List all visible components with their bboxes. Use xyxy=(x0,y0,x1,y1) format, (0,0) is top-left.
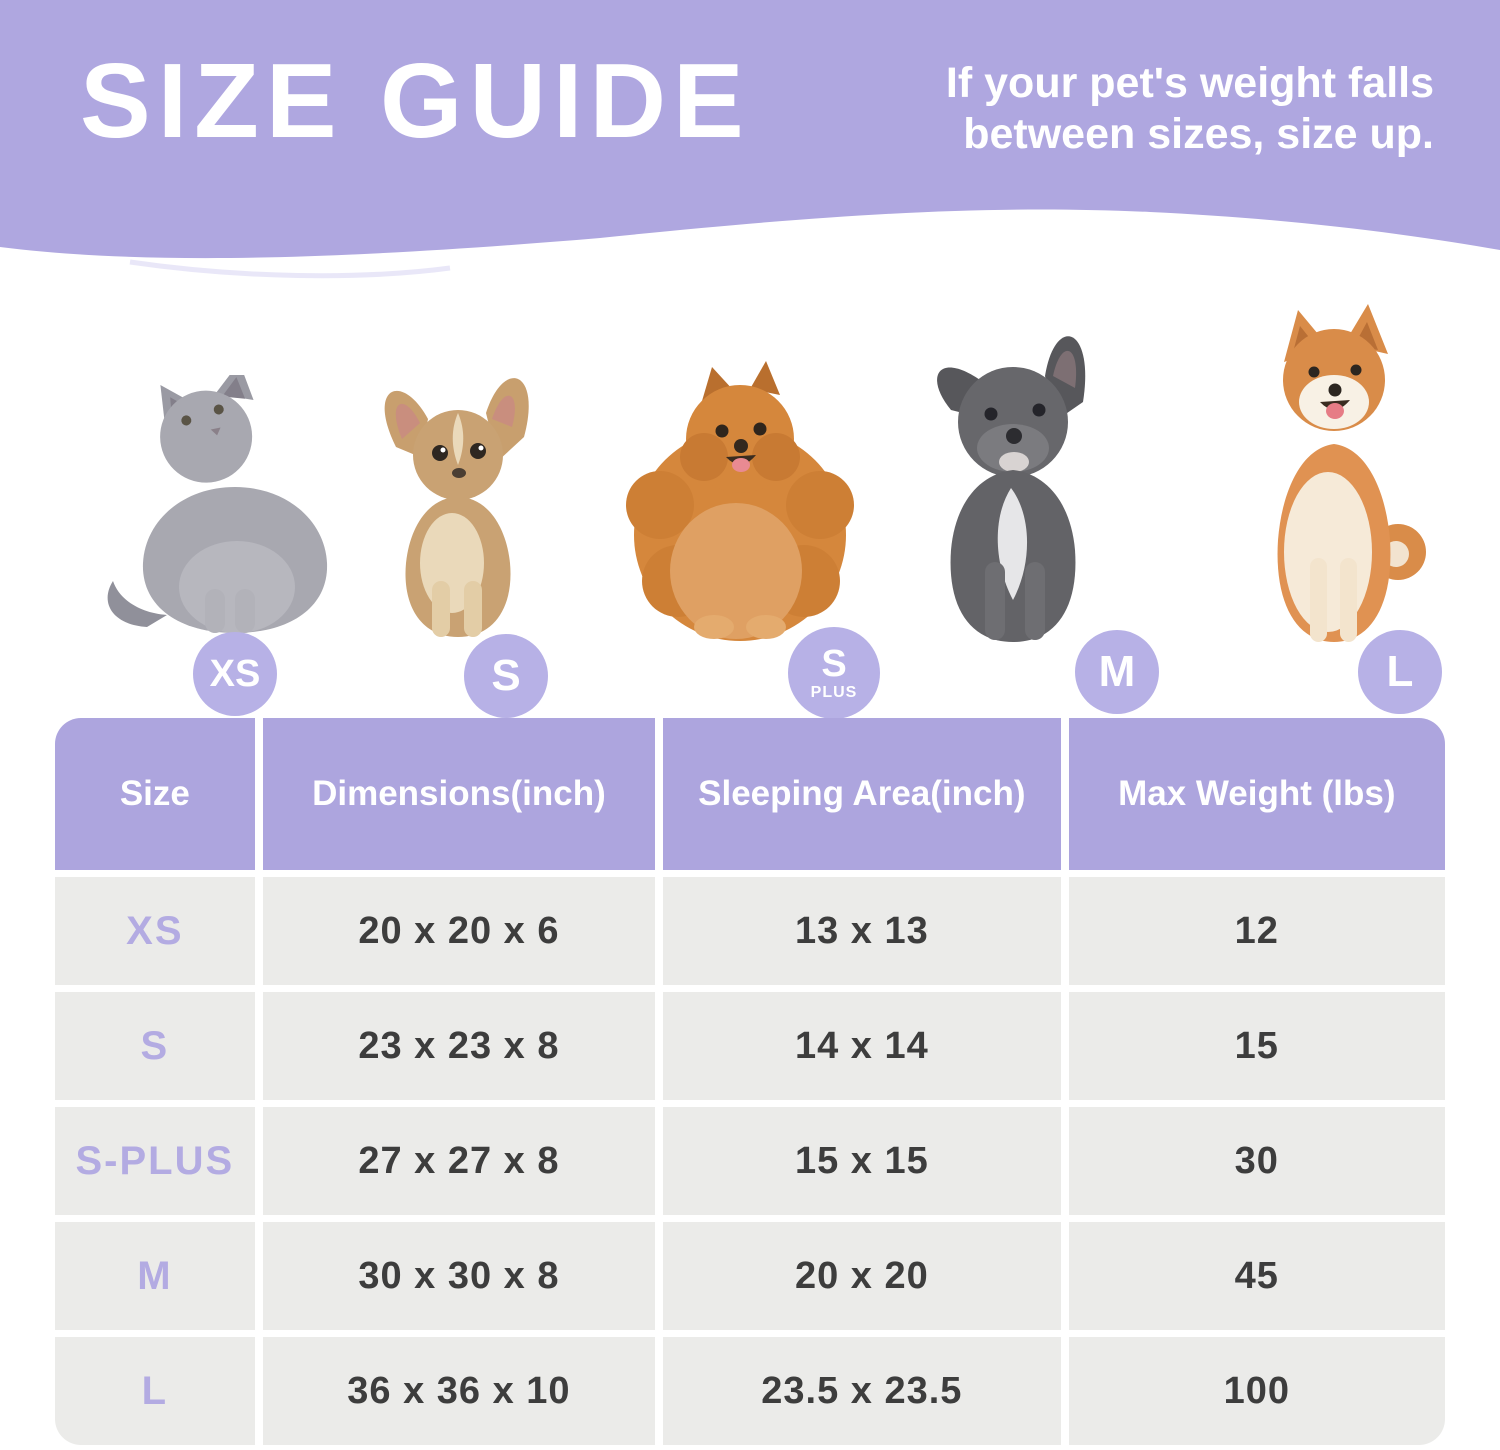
row-l-dimensions: 36 x 36 x 10 xyxy=(262,1337,656,1445)
sizing-note-line2: between sizes, size up. xyxy=(963,109,1434,158)
size-badge-l: L xyxy=(1358,630,1442,714)
row-splus-sleeping-area: 15 x 15 xyxy=(663,1107,1061,1215)
size-badge-s: S xyxy=(464,634,548,718)
row-l-max-weight: 100 xyxy=(1068,1337,1445,1445)
chihuahua-illustration xyxy=(384,378,529,637)
row-m-dimensions: 30 x 30 x 8 xyxy=(262,1222,656,1330)
row-splus-dimensions: 27 x 27 x 8 xyxy=(262,1107,656,1215)
french-bulldog-photo xyxy=(905,310,1120,650)
row-s-size: S xyxy=(55,992,255,1100)
row-xs-max-weight: 12 xyxy=(1068,877,1445,985)
row-s-sleeping-area: 14 x 14 xyxy=(663,992,1061,1100)
size-badge-m: M xyxy=(1075,630,1159,714)
column-header-sleeping-area: Sleeping Area(inch) xyxy=(663,718,1061,870)
pomeranian-photo xyxy=(608,345,873,645)
size-badge-m-label: M xyxy=(1098,647,1136,696)
cat-photo xyxy=(85,375,385,640)
size-badge-s-label: S xyxy=(491,651,521,700)
row-xs-dimensions: 20 x 20 x 6 xyxy=(262,877,656,985)
sizing-note: If your pet's weight falls between sizes… xyxy=(946,58,1434,159)
row-m-size: M xyxy=(55,1222,255,1330)
size-badge-xs: XS xyxy=(193,632,277,716)
page-title: SIZE GUIDE xyxy=(80,42,751,160)
sizing-note-line1: If your pet's weight falls xyxy=(945,59,1434,107)
size-badge-s-plus: S PLUS xyxy=(788,627,880,719)
row-s-dimensions: 23 x 23 x 8 xyxy=(262,992,656,1100)
shiba-inu-illustration xyxy=(1277,304,1426,642)
french-bulldog-illustration xyxy=(937,336,1086,642)
row-xs-size: XS xyxy=(55,877,255,985)
row-xs-sleeping-area: 13 x 13 xyxy=(663,877,1061,985)
shiba-inu-photo xyxy=(1228,300,1433,650)
size-badge-s-plus-sublabel: PLUS xyxy=(810,684,858,701)
row-l-size: L xyxy=(55,1337,255,1445)
column-header-size: Size xyxy=(55,718,255,870)
row-l-sleeping-area: 23.5 x 23.5 xyxy=(663,1337,1061,1445)
row-m-sleeping-area: 20 x 20 xyxy=(663,1222,1061,1330)
pets-row: XS S S PLUS M L xyxy=(0,290,1500,719)
row-splus-max-weight: 30 xyxy=(1068,1107,1445,1215)
row-m-max-weight: 45 xyxy=(1068,1222,1445,1330)
row-splus-size: S-PLUS xyxy=(55,1107,255,1215)
chihuahua-photo xyxy=(340,365,570,645)
cat-illustration xyxy=(107,375,328,633)
size-table: Size Dimensions(inch) Sleeping Area(inch… xyxy=(55,718,1445,1445)
column-header-dimensions: Dimensions(inch) xyxy=(262,718,656,870)
column-header-max-weight: Max Weight (lbs) xyxy=(1068,718,1445,870)
row-s-max-weight: 15 xyxy=(1068,992,1445,1100)
size-badge-s-plus-label: S xyxy=(821,643,847,685)
size-badge-l-label: L xyxy=(1386,647,1414,696)
header-wave-banner xyxy=(0,0,1500,279)
pomeranian-illustration xyxy=(626,361,854,641)
size-badge-xs-label: XS xyxy=(209,653,261,695)
